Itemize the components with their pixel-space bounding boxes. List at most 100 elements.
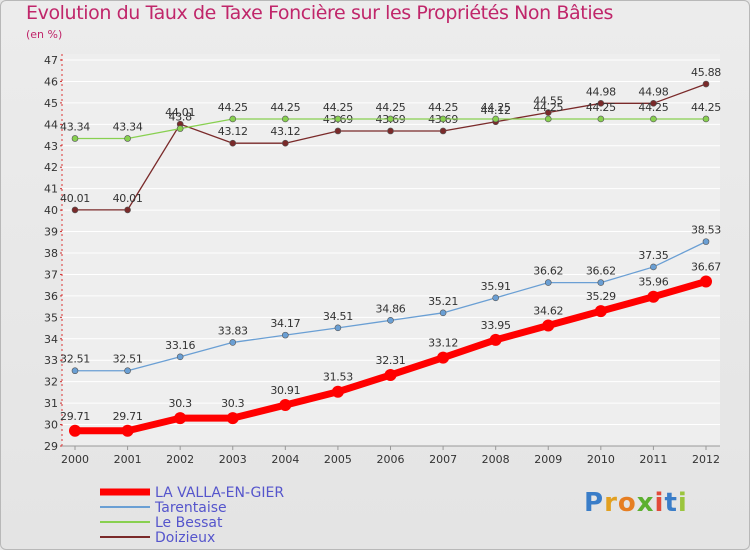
data-point [594,305,607,318]
data-label: 29.71 [113,410,143,423]
data-label: 30.3 [221,397,245,410]
data-label: 40.01 [60,192,90,205]
data-point [437,351,450,364]
data-label: 44.25 [586,101,616,114]
data-label: 34.86 [376,302,406,315]
data-point [176,353,184,361]
data-point [647,290,660,303]
data-label: 45.88 [691,66,721,79]
data-point [331,385,344,398]
data-label: 44.01 [165,106,195,119]
y-tick-label: 38 [44,247,58,260]
data-label: 43.12 [270,125,300,138]
data-label: 32.51 [113,353,143,366]
data-point [702,115,710,123]
data-label: 34.17 [270,317,300,330]
legend-label: Tarentaise [154,500,227,516]
data-label: 43.8 [169,111,193,124]
data-label: 35.21 [428,295,458,308]
data-label: 35.96 [638,276,668,289]
data-point [387,127,394,135]
data-point [597,100,605,107]
data-label: 30.3 [169,397,193,410]
y-tick-label: 34 [44,333,58,346]
x-tick-label: 2006 [377,453,405,466]
data-label: 44.25 [533,101,563,114]
data-point [334,324,342,332]
chart-title: Evolution du Taux de Taxe Foncière sur l… [26,2,614,24]
x-tick-label: 2007 [429,453,457,466]
legend-label: Le Bessat [155,515,223,531]
data-label: 44.98 [638,85,668,98]
legend-label: Doizieux [155,530,215,546]
x-tick-label: 2003 [219,453,247,466]
x-tick-label: 2009 [534,453,562,466]
data-label: 32.31 [376,354,406,367]
data-point [282,139,289,147]
y-tick-label: 35 [44,311,58,324]
data-point [71,367,79,375]
data-point [282,115,289,123]
x-tick-label: 2004 [271,453,299,466]
data-label: 36.62 [586,265,616,278]
data-label: 43.34 [113,120,143,133]
data-point [702,238,710,245]
data-point [226,412,239,425]
data-label: 44.25 [218,101,248,114]
y-tick-label: 39 [44,226,58,239]
data-label: 44.55 [533,95,563,108]
data-point [176,125,184,132]
data-label: 44.25 [638,101,668,114]
data-point [544,109,552,116]
data-point [334,115,342,123]
data-point [492,294,499,302]
data-point [650,100,657,107]
data-label: 34.51 [323,310,353,323]
data-label: 33.12 [428,337,458,350]
data-label: 30.91 [270,384,300,397]
data-point [282,331,289,339]
y-tick-label: 33 [44,354,58,367]
data-point [71,135,79,142]
data-label: 35.29 [586,290,616,303]
y-tick-label: 41 [44,183,58,196]
y-tick-label: 45 [44,97,58,110]
data-label: 34.62 [533,304,563,317]
data-point [174,412,187,425]
y-unit-label: (en %) [26,28,63,41]
legend-label: LA VALLA-EN-GIER [155,485,284,501]
x-tick-label: 2002 [166,453,194,466]
data-point [650,115,657,123]
y-tick-label: 44 [44,118,58,131]
data-point [702,80,710,88]
data-label: 33.83 [218,324,248,337]
y-tick-label: 47 [44,54,58,67]
data-label: 44.25 [376,101,406,114]
data-label: 38.53 [691,224,721,237]
y-tick-label: 37 [44,268,58,281]
y-tick-label: 46 [44,75,58,88]
data-label: 44.12 [481,104,511,117]
data-label: 43.12 [218,125,248,138]
data-point [124,135,131,142]
data-point [229,115,237,123]
data-label: 36.67 [691,261,721,274]
y-tick-label: 31 [44,397,58,410]
data-label: 37.35 [638,249,668,262]
data-label: 31.53 [323,371,353,384]
data-point [387,115,394,123]
data-point [544,115,552,123]
data-point [439,127,447,135]
data-label: 44.25 [691,101,721,114]
x-tick-label: 2011 [639,453,667,466]
y-tick-label: 30 [44,419,58,432]
data-point [334,127,342,135]
data-label: 44.25 [270,101,300,114]
data-point [439,309,447,317]
x-tick-label: 2005 [324,453,352,466]
data-point [387,317,394,324]
data-point [384,369,397,382]
proxiti-logo: Proxiti [584,488,688,518]
data-point [597,279,605,286]
